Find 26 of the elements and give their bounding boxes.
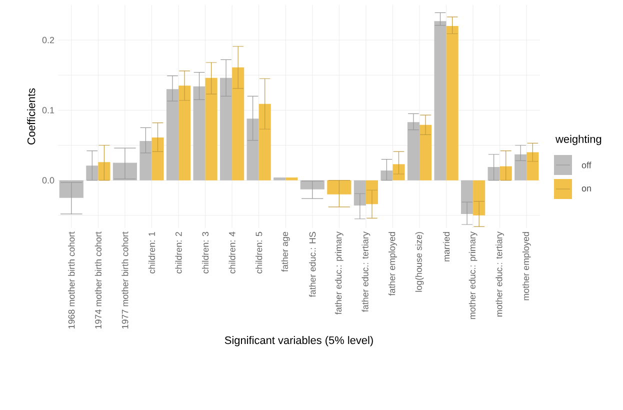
- x-tick-label: father educ.: HS: [309, 232, 316, 298]
- x-tick-label: mother employed: [522, 232, 531, 300]
- x-tick-label: father educ.: primary: [334, 232, 344, 314]
- x-tick-label: children: 2: [175, 232, 182, 274]
- legend-label: on: [582, 186, 591, 192]
- x-tick-label: 1977 mother birth cohort: [122, 232, 128, 329]
- y-axis-title: Coefficients: [27, 88, 36, 144]
- x-tick-label: log(house size): [415, 232, 424, 292]
- x-tick-label: married: [442, 232, 450, 262]
- x-tick-label: children: 3: [202, 232, 209, 274]
- legend-title: weighting: [556, 134, 602, 146]
- y-tick-label: 0.1: [42, 107, 54, 114]
- x-tick-label: children: 1: [148, 232, 156, 274]
- x-tick-label: children: 4: [228, 232, 236, 274]
- x-tick-label: father employed: [388, 232, 397, 296]
- x-tick-label: children: 5: [256, 232, 262, 274]
- y-tick-label: 0.0: [42, 177, 54, 184]
- x-tick-label: 1974 mother birth cohort: [94, 232, 102, 329]
- x-tick-label: mother educ.: tertiary: [496, 232, 504, 316]
- x-tick-label: mother educ.: primary: [468, 232, 478, 319]
- legend-label: off: [582, 162, 592, 168]
- x-tick-label: father age: [281, 232, 290, 272]
- y-tick-label: 0.2: [42, 36, 54, 44]
- x-tick-label: father educ.: tertiary: [362, 232, 370, 312]
- x-axis-title: Significant variables (5% level): [224, 336, 373, 346]
- x-tick-label: 1968 mother birth cohort: [68, 232, 75, 329]
